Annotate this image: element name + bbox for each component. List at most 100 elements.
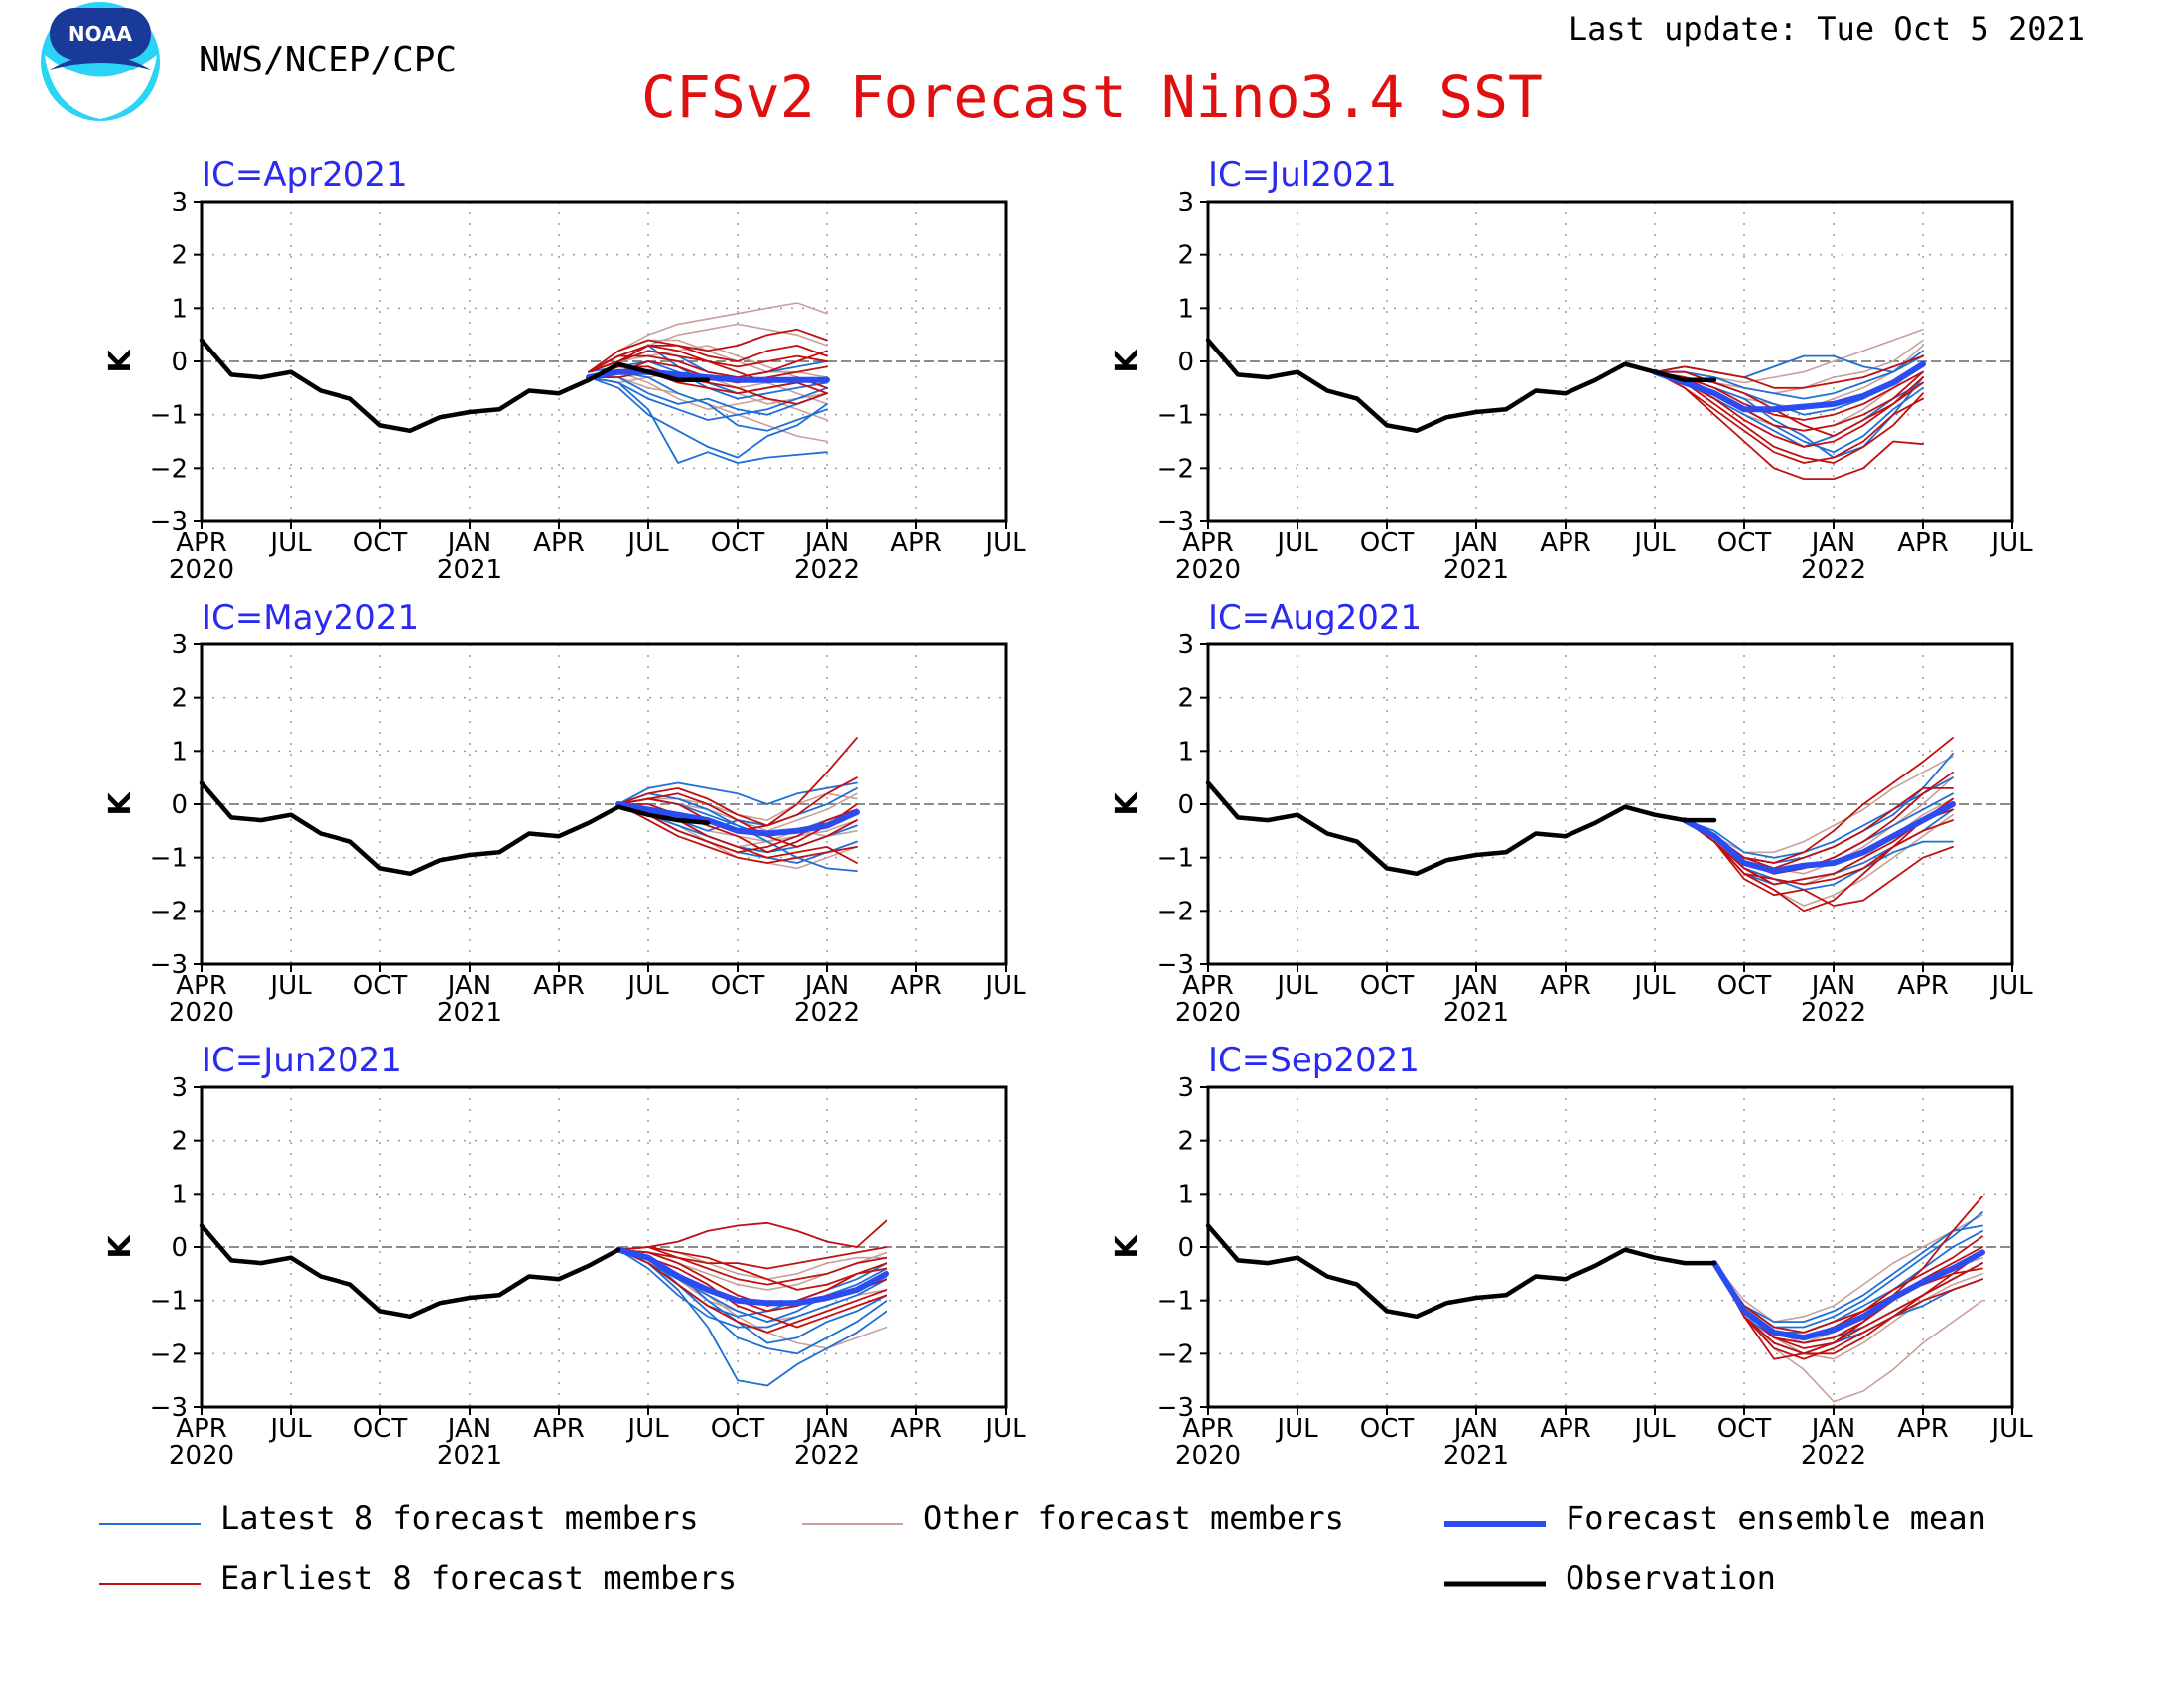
other-member-line: [588, 302, 828, 373]
y-tick-label: −2: [150, 1339, 188, 1369]
logo-bird-icon: [45, 55, 157, 119]
panel-jun2021: IC=Jun2021 3 2 1 0 −1 −2 −3 K APR JUL OCT JAN APR JUL O…: [103, 1041, 1026, 1471]
x-tick-label: JAN: [446, 1414, 491, 1444]
y-tick-label: −2: [1157, 897, 1194, 926]
x-tick-label: JUL: [1275, 1414, 1318, 1444]
x-year-label: 2021: [1443, 998, 1509, 1028]
latest-member-line: [588, 376, 828, 459]
x-tick-label: APR: [1182, 1414, 1234, 1444]
agency-label: NWS/NCEP/CPC: [199, 40, 457, 80]
earliest-member-line: [1654, 354, 1924, 389]
panel-title: IC=Jun2021: [202, 1041, 402, 1080]
x-year-label: 2021: [1443, 1441, 1509, 1471]
ensemble-mean-line: [1652, 360, 1926, 413]
noaa-logo: NOAA: [41, 2, 160, 121]
x-tick-label: JAN: [1810, 528, 1855, 558]
y-tick-label: 3: [1177, 631, 1194, 660]
y-tick-label: 2: [1177, 241, 1194, 271]
ensemble-mean-line: [1711, 1249, 1985, 1341]
earliest-member-line: [617, 1246, 887, 1291]
x-year-label: 2020: [169, 555, 234, 585]
x-tick-label: APR: [1540, 1414, 1591, 1444]
x-tick-label: APR: [533, 1414, 585, 1444]
y-tick-label: 0: [171, 1233, 188, 1263]
other-member-line: [1654, 345, 1924, 411]
x-tick-label: JUL: [1632, 971, 1676, 1001]
x-tick-label: APR: [890, 1414, 942, 1444]
x-tick-label: JUL: [1989, 528, 2033, 558]
x-tick-label: APR: [176, 528, 227, 558]
y-axis-label: K: [1110, 1234, 1145, 1259]
earliest-member-line: [1713, 1251, 1983, 1355]
x-year-label: 2020: [169, 1441, 234, 1471]
y-tick-label: 3: [171, 1073, 188, 1103]
observation-line: [199, 338, 711, 434]
plot-frame: [200, 642, 1008, 966]
y-tick-label: 1: [1177, 737, 1194, 767]
x-tick-label: JAN: [1452, 1414, 1498, 1444]
other-member-line: [1713, 1214, 1983, 1323]
y-tick-label: −2: [1157, 1339, 1194, 1369]
x-tick-label: JAN: [446, 528, 491, 558]
x-year-label: 2022: [794, 1441, 860, 1471]
legend-mean-label: Forecast ensemble mean: [1566, 1499, 1986, 1537]
x-year-label: 2022: [794, 555, 860, 585]
earliest-member-line: [1684, 819, 1954, 907]
y-tick-label: −2: [150, 454, 188, 484]
x-year-label: 2020: [1175, 555, 1241, 585]
x-year-label: 2021: [437, 1441, 502, 1471]
y-tick-label: 2: [1177, 1127, 1194, 1157]
latest-member-line: [1713, 1211, 1983, 1329]
earliest-member-line: [617, 803, 858, 864]
observation-line: [199, 1223, 621, 1320]
y-tick-label: 1: [171, 737, 188, 767]
x-year-label: 2021: [437, 998, 502, 1028]
x-tick-label: APR: [176, 1414, 227, 1444]
observation-line: [199, 780, 711, 877]
x-tick-label: JUL: [268, 971, 312, 1001]
x-tick-label: JUL: [625, 1414, 669, 1444]
y-tick-label: −1: [150, 401, 188, 431]
earliest-member-line: [617, 1248, 887, 1329]
y-tick-label: 0: [171, 348, 188, 377]
panel-title: IC=Sep2021: [1208, 1041, 1420, 1080]
legend-other-label: Other forecast members: [923, 1499, 1344, 1537]
y-axis-label: K: [103, 1234, 138, 1259]
x-tick-label: JUL: [268, 1414, 312, 1444]
x-tick-label: JUL: [1632, 528, 1676, 558]
y-tick-label: −3: [1157, 950, 1194, 980]
earliest-member-line: [617, 792, 858, 848]
x-tick-label: JUL: [1989, 1414, 2033, 1444]
observation-line: [1205, 780, 1717, 877]
y-axis-label: K: [103, 349, 138, 373]
observation-line: [1205, 1223, 1717, 1320]
x-year-label: 2022: [1801, 1441, 1866, 1471]
y-axis-label: K: [1110, 349, 1145, 373]
y-tick-label: −3: [150, 950, 188, 980]
y-tick-label: −1: [150, 1287, 188, 1317]
earliest-member-line: [617, 776, 858, 827]
x-tick-label: APR: [533, 971, 585, 1001]
y-tick-label: −3: [1157, 1393, 1194, 1423]
ensemble-mean-line: [615, 1246, 889, 1307]
y-tick-label: −3: [150, 1393, 188, 1423]
panel-apr2021: IC=Apr2021 3 2 1 0 −1 −2 −3 K APR JUL OCT JAN APR JUL O…: [103, 155, 1026, 585]
panel-title: IC=Jul2021: [1208, 155, 1397, 195]
x-tick-label: APR: [1897, 1414, 1949, 1444]
x-year-label: 2020: [169, 998, 234, 1028]
earliest-member-line: [588, 370, 828, 395]
y-tick-label: 2: [171, 241, 188, 271]
x-year-label: 2022: [794, 998, 860, 1028]
y-tick-label: 1: [171, 294, 188, 324]
earliest-member-line: [617, 1219, 887, 1251]
x-tick-label: APR: [1897, 971, 1949, 1001]
latest-member-line: [617, 1248, 887, 1387]
y-tick-label: −1: [150, 844, 188, 874]
panel-title: IC=Aug2021: [1208, 598, 1422, 637]
logo-top: [50, 8, 151, 60]
y-tick-label: 2: [171, 1127, 188, 1157]
legend-earliest-label: Earliest 8 forecast members: [220, 1559, 737, 1597]
y-tick-label: 3: [1177, 1073, 1194, 1103]
earliest-member-line: [1713, 1196, 1983, 1360]
y-tick-label: −3: [1157, 507, 1194, 537]
